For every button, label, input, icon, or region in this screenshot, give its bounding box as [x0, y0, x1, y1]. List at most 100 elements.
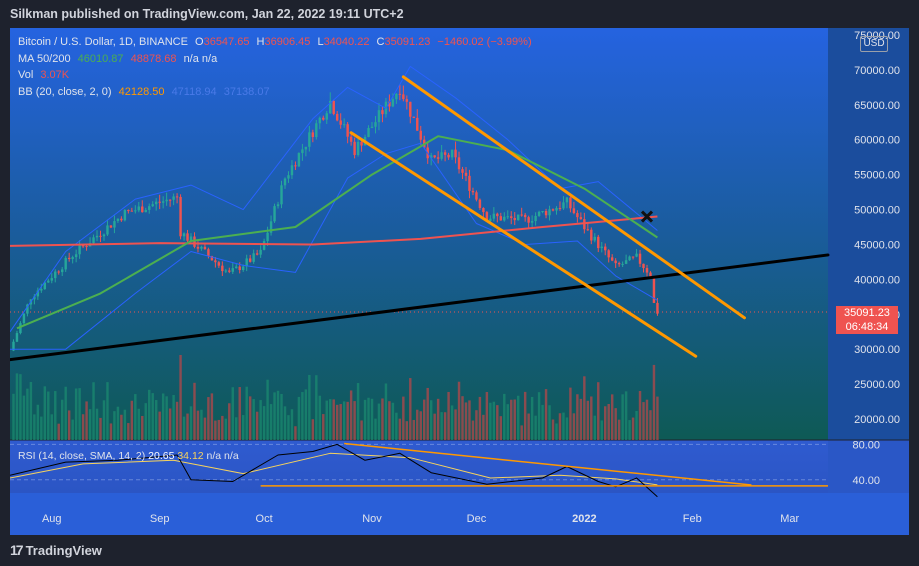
volume-bar [652, 364, 656, 440]
candle-body [628, 256, 631, 261]
candle-body [154, 201, 158, 205]
candle-body [645, 268, 649, 273]
volume-bar [534, 415, 537, 440]
bb-basis-value: 42128.50 [118, 86, 165, 98]
volume-bar [318, 395, 322, 440]
volume-bar [228, 403, 231, 440]
ohlc-low: 34040.22 [323, 36, 370, 48]
candle-body [235, 266, 238, 269]
candle-body [409, 101, 412, 117]
volume-bar [196, 410, 200, 440]
candle-body [555, 208, 558, 211]
volume-bar [158, 411, 161, 440]
volume-bar [537, 392, 541, 440]
candle-body [562, 202, 565, 209]
volume-bar [523, 391, 527, 440]
candle-body [576, 213, 579, 218]
trendline [10, 253, 830, 362]
volume-bar [583, 376, 586, 440]
candle-body [290, 165, 294, 176]
volume-bar [290, 409, 294, 440]
volume-bar [273, 392, 276, 440]
candle-body [54, 271, 57, 279]
time-axis[interactable]: Aug Sep Oct Nov Dec 2022 Feb Mar [42, 513, 800, 525]
candle-body [151, 204, 154, 207]
candle-body [329, 100, 332, 114]
volume-bar [154, 400, 158, 440]
footer-bar [0, 535, 919, 566]
chart-svg[interactable]: 20000.0025000.0030000.0035000.0040000.00… [10, 28, 909, 535]
volume-bar [388, 401, 391, 440]
candle-body [478, 199, 482, 208]
volume-bar [245, 386, 248, 440]
price-tick-label: 55000.00 [854, 170, 900, 182]
volume-bar [349, 390, 353, 440]
time-axis-bg [10, 493, 909, 535]
time-tick-label: Mar [780, 513, 799, 525]
tradingview-logo[interactable]: 17 TradingView [10, 542, 102, 558]
volume-bar [294, 426, 297, 440]
volume-bar [214, 420, 217, 440]
vol-value: 3.07K [40, 69, 70, 81]
volume-bar [423, 399, 426, 440]
candle-body [57, 271, 60, 273]
candle-body [342, 124, 346, 126]
candle-body [182, 233, 186, 237]
candle-body [656, 302, 659, 314]
tradingview-logo-icon: 17 [10, 542, 24, 558]
volume-bar [26, 388, 29, 440]
candle-body [137, 206, 141, 211]
candle-body [318, 117, 322, 124]
candle-body [513, 217, 516, 221]
candle-body [127, 210, 130, 212]
candle-body [635, 253, 638, 257]
volume-bar [116, 406, 120, 440]
price-tick-label: 70000.00 [854, 65, 900, 77]
candle-body [109, 225, 113, 228]
volume-bar [558, 413, 562, 440]
currency-badge[interactable]: USD [860, 36, 888, 52]
time-tick-label: Oct [256, 513, 273, 525]
volume-bar [572, 413, 576, 440]
volume-bar [628, 420, 631, 440]
volume-bar [161, 393, 165, 440]
candle-body [43, 282, 47, 290]
candle-body [402, 94, 405, 100]
trend-drawings [10, 75, 830, 362]
candle-body [113, 221, 116, 228]
channel-upper-line [401, 75, 746, 320]
price-axis[interactable]: 20000.0025000.0030000.0035000.0040000.00… [854, 30, 900, 426]
candle-body [266, 232, 269, 242]
volume-bar [134, 394, 137, 440]
volume-bar [457, 381, 461, 440]
volume-bar [339, 404, 342, 440]
volume-bar [530, 396, 534, 440]
volume-bar [489, 402, 492, 440]
volume-bar [471, 420, 475, 440]
volume-bar [513, 399, 516, 440]
candle-body [47, 280, 50, 283]
candle-body [440, 152, 443, 159]
candle-body [335, 113, 339, 121]
volume-bar [85, 401, 88, 440]
brand-name: TradingView [25, 543, 102, 558]
volume-bar [475, 410, 478, 440]
volume-bar [33, 414, 36, 440]
volume-bar [109, 423, 113, 440]
volume-bar [555, 423, 558, 440]
last-price-tag: 35091.23 [836, 306, 898, 320]
volume-bar [224, 418, 228, 440]
volume-bar [391, 402, 395, 440]
candle-body [186, 233, 189, 241]
candle-body [367, 127, 370, 137]
cross-marker-icon [640, 210, 654, 223]
volume-bar [433, 413, 436, 440]
volume-bar [81, 414, 85, 440]
ohlc-close: 35091.23 [384, 36, 431, 48]
volume-bar [492, 401, 496, 440]
volume-bar [464, 402, 468, 440]
bb-lower-line [10, 142, 658, 350]
countdown-tag: 06:48:34 [836, 320, 898, 334]
candle-body [81, 245, 85, 247]
volume-bar [99, 417, 102, 440]
